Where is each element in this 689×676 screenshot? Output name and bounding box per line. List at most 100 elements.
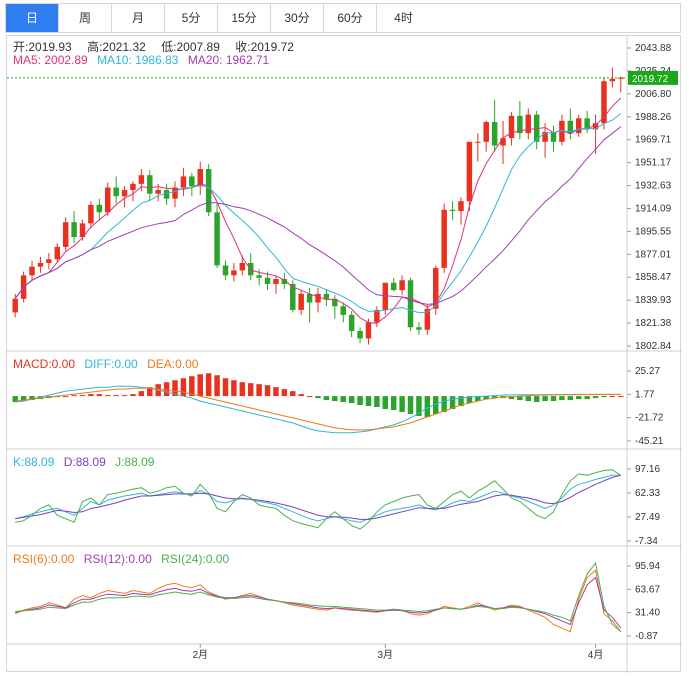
macd-bar-21 bbox=[189, 376, 195, 397]
macd-bar-53 bbox=[458, 396, 464, 407]
candle-body-13 bbox=[121, 190, 128, 197]
price-tick-label-3: 1988.26 bbox=[635, 112, 672, 123]
candle-body-18 bbox=[163, 190, 170, 199]
candle-body-56 bbox=[483, 122, 489, 142]
ma10-readout: MA10: 1986.83 bbox=[97, 53, 179, 67]
ma10-line bbox=[14, 113, 622, 314]
macd-bar-22 bbox=[197, 374, 203, 397]
macd-bar-1 bbox=[20, 396, 27, 402]
price-tick-label-2: 2006.80 bbox=[635, 89, 672, 100]
candle-body-21 bbox=[189, 176, 195, 187]
candle-body-59 bbox=[508, 115, 515, 139]
close-readout: 收:2019.72 bbox=[235, 40, 300, 54]
macd-bar-2 bbox=[29, 396, 35, 401]
price-tick-label-0: 2043.88 bbox=[635, 43, 672, 54]
candle-body-29 bbox=[256, 275, 262, 278]
candle-body-0 bbox=[12, 298, 18, 313]
macd-bar-64 bbox=[550, 396, 557, 402]
macd-bar-55 bbox=[475, 396, 481, 402]
candle-body-38 bbox=[332, 298, 338, 307]
candle-body-15 bbox=[138, 175, 145, 184]
tab-5[interactable]: 30分 bbox=[271, 4, 324, 32]
candle-body-50 bbox=[433, 267, 439, 309]
rsi-tick-label-3: -0.87 bbox=[635, 631, 658, 642]
candle-body-48 bbox=[416, 327, 422, 330]
macd-bar-6 bbox=[62, 396, 69, 398]
tab-3[interactable]: 5分 bbox=[165, 4, 218, 32]
macd-bar-61 bbox=[525, 396, 532, 402]
candle-body-36 bbox=[315, 293, 321, 303]
macd-bar-37 bbox=[323, 396, 330, 401]
date-tick-label-2: 4月 bbox=[588, 649, 604, 661]
close-label: 收: bbox=[235, 40, 251, 54]
price-tick-label-5: 1951.17 bbox=[635, 158, 672, 169]
tab-4[interactable]: 15分 bbox=[218, 4, 271, 32]
rsi-tick-label-1: 63.67 bbox=[635, 584, 660, 595]
candle-body-2 bbox=[29, 266, 35, 276]
macd-bar-54 bbox=[466, 396, 473, 404]
macd-tick-label-3: -45.21 bbox=[635, 436, 664, 447]
price-tick-label-9: 1877.01 bbox=[635, 249, 672, 260]
macd-tick-label-1: 1.77 bbox=[635, 389, 655, 400]
diff-line bbox=[15, 385, 621, 434]
macd-bar-28 bbox=[247, 383, 254, 397]
candle-body-25 bbox=[222, 265, 229, 276]
candle-body-43 bbox=[374, 309, 380, 323]
dea-readout: DEA:0.00 bbox=[147, 357, 199, 371]
macd-tick-label-2: -21.72 bbox=[635, 413, 664, 424]
high-value: 2021.32 bbox=[102, 40, 146, 54]
candle-body-5 bbox=[54, 246, 60, 260]
rsi6-line bbox=[15, 569, 622, 633]
macd-bar-44 bbox=[382, 396, 389, 410]
current-price-label: 2019.72 bbox=[632, 74, 669, 85]
candle-body-35 bbox=[306, 293, 313, 303]
price-tick-label-13: 1802.84 bbox=[635, 341, 672, 352]
macd-bar-39 bbox=[340, 396, 346, 403]
candle-body-60 bbox=[517, 115, 523, 134]
candle-body-34 bbox=[298, 293, 304, 310]
low-value: 2007.89 bbox=[176, 40, 220, 54]
macd-bar-27 bbox=[239, 382, 246, 397]
candle-body-9 bbox=[88, 204, 94, 224]
macd-bar-56 bbox=[483, 396, 489, 400]
macd-legend: MACD:0.00 DIFF:0.00 DEA:0.00 bbox=[13, 357, 204, 371]
macd-bar-35 bbox=[306, 396, 313, 398]
macd-bar-41 bbox=[357, 396, 363, 406]
macd-bar-47 bbox=[407, 396, 414, 414]
candle-body-52 bbox=[449, 209, 456, 212]
macd-bar-11 bbox=[104, 395, 111, 397]
tab-2[interactable]: 月 bbox=[112, 4, 165, 32]
candle-body-33 bbox=[290, 283, 296, 310]
candle-body-37 bbox=[323, 293, 330, 299]
candle-body-57 bbox=[491, 122, 498, 146]
macd-bar-63 bbox=[542, 396, 548, 402]
tab-7[interactable]: 4时 bbox=[394, 11, 413, 25]
macd-bar-18 bbox=[163, 382, 170, 397]
candle-body-44 bbox=[382, 282, 389, 310]
rsi24-line bbox=[15, 561, 622, 633]
tab-6[interactable]: 60分 bbox=[324, 4, 377, 32]
candle-body-45 bbox=[390, 282, 397, 291]
low-readout: 低:2007.89 bbox=[161, 40, 226, 54]
rsi-tick-label-2: 31.40 bbox=[635, 608, 660, 619]
macd-bar-40 bbox=[348, 396, 355, 404]
ma-legend: MA5: 2002.89 MA10: 1986.83 MA20: 1962.71 bbox=[13, 53, 275, 67]
ma20-readout: MA20: 1962.71 bbox=[187, 53, 270, 67]
candle-body-3 bbox=[37, 262, 44, 267]
high-readout: 高:2021.32 bbox=[87, 40, 152, 54]
candle-body-53 bbox=[458, 201, 464, 212]
macd-bar-65 bbox=[559, 396, 565, 401]
price-tick-label-8: 1895.55 bbox=[635, 226, 672, 237]
tab-0[interactable]: 日 bbox=[6, 4, 59, 32]
macd-bar-20 bbox=[180, 378, 187, 397]
candle-body-7 bbox=[71, 222, 77, 238]
kdj-tick-label-3: -7.34 bbox=[635, 536, 658, 547]
macd-bar-16 bbox=[147, 387, 153, 397]
ma5-readout: MA5: 2002.89 bbox=[13, 53, 88, 67]
dea-line bbox=[15, 387, 621, 431]
price-tick-label-12: 1821.38 bbox=[635, 318, 672, 329]
macd-bar-43 bbox=[374, 396, 380, 408]
price-tick-label-11: 1839.93 bbox=[635, 295, 672, 306]
candle-body-4 bbox=[46, 259, 52, 263]
tab-1[interactable]: 周 bbox=[59, 4, 112, 32]
